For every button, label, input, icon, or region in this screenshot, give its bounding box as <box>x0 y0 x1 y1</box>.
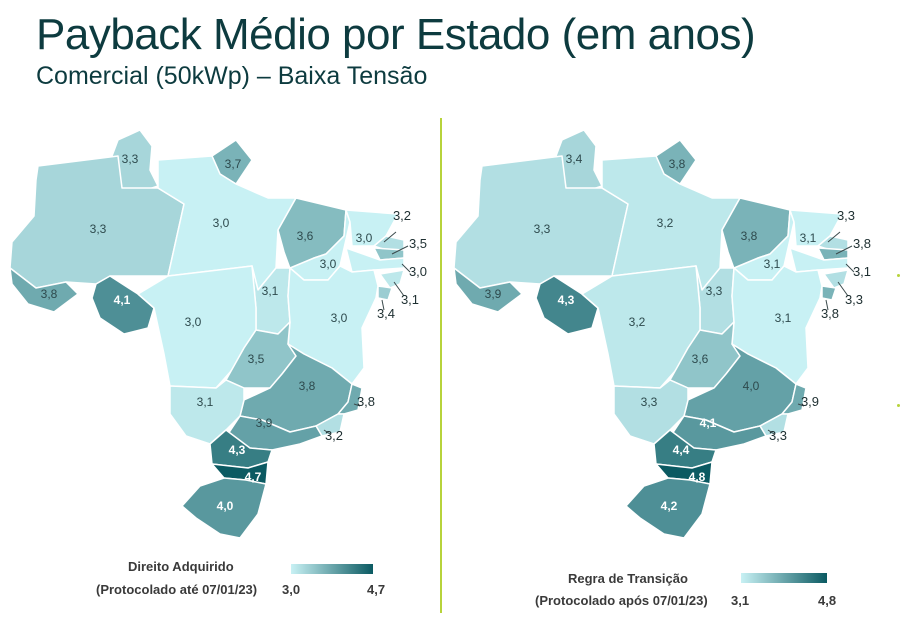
state-label-ba: 3,0 <box>331 311 348 325</box>
state-label-es: 3,8 <box>357 394 375 409</box>
state-se <box>821 285 837 301</box>
state-label-sc: 4,7 <box>245 470 262 484</box>
leader-line <box>797 403 805 407</box>
state-label-ac: 3,8 <box>41 287 58 301</box>
leader-line <box>835 245 853 255</box>
state-label-go: 3,5 <box>248 352 265 366</box>
leader-line <box>401 263 411 273</box>
state-pa <box>157 155 297 291</box>
map-regra-transicao: 3,4 3,8 3,3 3,2 3,8 3,1 3,1 3,9 4,3 3,3 3,2 3,1 3,6 4… <box>444 118 889 558</box>
state-label-al: 3,3 <box>845 292 863 307</box>
leader-line <box>381 299 385 311</box>
state-label-ba: 3,1 <box>775 311 792 325</box>
state-label-ac: 3,9 <box>485 287 502 301</box>
state-mt <box>137 265 257 389</box>
state-label-pr: 4,4 <box>673 443 690 457</box>
state-rs <box>625 477 711 539</box>
state-label-pb: 3,5 <box>409 236 427 251</box>
legend-min: 3,0 <box>282 582 301 597</box>
state-label-pr: 4,3 <box>229 443 246 457</box>
state-label-ro: 4,1 <box>114 293 131 307</box>
legend-max: 4,8 <box>818 593 837 608</box>
leader-line <box>825 299 829 311</box>
leader-line <box>391 245 409 255</box>
decorative-dot <box>897 274 900 277</box>
state-label-pi: 3,1 <box>764 257 781 271</box>
legend-color-bar <box>291 564 373 574</box>
state-label-pe: 3,1 <box>853 264 871 279</box>
state-label-to: 3,3 <box>706 284 723 298</box>
state-label-pa: 3,2 <box>657 216 674 230</box>
brazil-map: 3,4 3,8 3,3 3,2 3,8 3,1 3,1 3,9 4,3 3,3 3,2 3,1 3,6 4… <box>453 129 871 539</box>
state-label-rs: 4,2 <box>661 499 678 513</box>
state-label-se: 3,8 <box>821 306 839 321</box>
state-label-al: 3,1 <box>401 292 419 307</box>
leader-line <box>383 231 397 243</box>
legend-subtitle: (Protocolado após 07/01/23) <box>535 593 708 608</box>
state-label-sp: 3,9 <box>256 416 273 430</box>
leader-line <box>393 281 405 297</box>
page-title: Payback Médio por Estado (em anos) <box>36 10 756 59</box>
map-direito-adquirido: 3,3 3,7 3,3 3,0 3,6 3,0 3,0 3,8 4,1 3,1 3,0 3,0 3,5 3… <box>0 118 445 558</box>
brazil-map: 3,3 3,7 3,3 3,0 3,6 3,0 3,0 3,8 4,1 3,1 3,0 3,0 3,5 3… <box>9 129 427 539</box>
divider <box>440 118 442 613</box>
legend-max: 4,7 <box>367 582 386 597</box>
state-label-ce: 3,0 <box>356 231 373 245</box>
state-label-ms: 3,3 <box>641 395 658 409</box>
leader-line <box>845 263 855 273</box>
state-al <box>823 269 849 289</box>
state-label-ro: 4,3 <box>558 293 575 307</box>
state-label-mt: 3,0 <box>185 315 202 329</box>
state-label-rn: 3,3 <box>837 208 855 223</box>
state-label-es: 3,9 <box>801 394 819 409</box>
state-label-ms: 3,1 <box>197 395 214 409</box>
leader-line <box>323 429 331 435</box>
state-label-se: 3,4 <box>377 306 395 321</box>
leader-line <box>353 403 361 407</box>
leader-line <box>827 231 841 243</box>
state-label-ap: 3,7 <box>225 157 242 171</box>
state-ro <box>535 275 599 335</box>
state-label-ce: 3,1 <box>800 231 817 245</box>
state-label-rn: 3,2 <box>393 208 411 223</box>
legend-min: 3,1 <box>731 593 750 608</box>
state-label-go: 3,6 <box>692 352 709 366</box>
leader-line <box>837 281 849 297</box>
legend-title: Direito Adquirido <box>128 559 234 574</box>
state-label-rj: 3,3 <box>769 428 787 443</box>
state-label-sp: 4,1 <box>700 416 717 430</box>
state-label-mt: 3,2 <box>629 315 646 329</box>
legend-subtitle: (Protocolado até 07/01/23) <box>96 582 258 597</box>
state-ac <box>453 267 523 313</box>
state-rs <box>181 477 267 539</box>
state-label-am: 3,3 <box>534 222 551 236</box>
state-label-sc: 4,8 <box>689 470 706 484</box>
leader-line <box>767 429 775 435</box>
state-se <box>377 285 393 301</box>
state-mt <box>581 265 701 389</box>
state-label-mg: 4,0 <box>743 379 760 393</box>
state-ac <box>9 267 79 313</box>
state-pa <box>601 155 741 291</box>
state-label-am: 3,3 <box>90 222 107 236</box>
state-al <box>379 269 405 289</box>
state-label-ma: 3,8 <box>741 229 758 243</box>
state-label-pi: 3,0 <box>320 257 337 271</box>
state-ro <box>91 275 155 335</box>
page-subtitle: Comercial (50kWp) – Baixa Tensão <box>36 62 428 90</box>
legend-color-bar <box>741 573 827 583</box>
state-label-ap: 3,8 <box>669 157 686 171</box>
legend-title: Regra de Transição <box>568 571 688 586</box>
decorative-dot <box>897 404 900 407</box>
state-label-ma: 3,6 <box>297 229 314 243</box>
state-label-rr: 3,4 <box>566 152 583 166</box>
state-label-rj: 3,2 <box>325 428 343 443</box>
state-label-pb: 3,8 <box>853 236 871 251</box>
state-label-to: 3,1 <box>262 284 279 298</box>
state-label-pa: 3,0 <box>213 216 230 230</box>
state-label-mg: 3,8 <box>299 379 316 393</box>
state-label-pe: 3,0 <box>409 264 427 279</box>
state-label-rr: 3,3 <box>122 152 139 166</box>
state-label-rs: 4,0 <box>217 499 234 513</box>
